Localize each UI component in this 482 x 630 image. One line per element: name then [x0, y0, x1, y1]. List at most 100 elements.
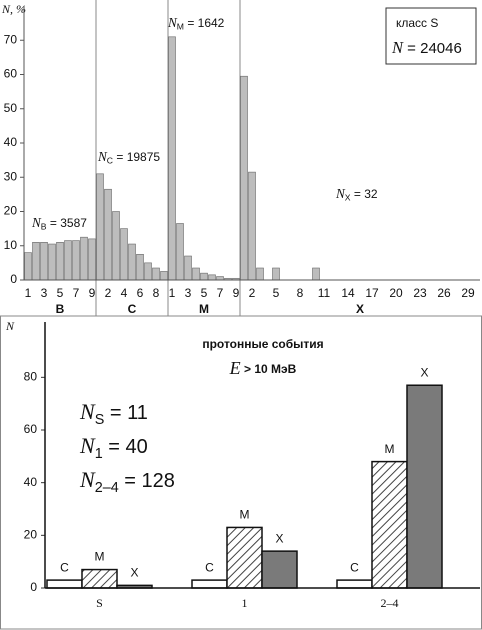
bar — [160, 271, 168, 281]
y-tick-label: 10 — [4, 238, 18, 252]
bar — [152, 267, 160, 281]
symbol: N — [335, 186, 346, 201]
info-total: N = 24046 — [391, 38, 462, 57]
group-label: B — [56, 302, 65, 316]
y-tick-label: 60 — [4, 67, 18, 81]
x-tick-label: 11 — [318, 286, 331, 300]
y-axis-label: N, % — [1, 2, 26, 16]
group-label: M — [199, 302, 209, 316]
bar — [208, 274, 216, 281]
annotation: NB = 3587 — [31, 215, 87, 232]
text: = 128 — [119, 470, 175, 492]
bar — [226, 526, 263, 589]
bar — [191, 579, 228, 589]
text: = 32 — [351, 187, 378, 201]
y-tick-label: 40 — [24, 475, 38, 489]
series-label: X — [420, 365, 428, 379]
bar — [168, 36, 176, 281]
text: = 40 — [103, 436, 148, 458]
bar — [192, 267, 200, 281]
y-tick-label: 0 — [10, 272, 17, 286]
series-label: X — [130, 566, 138, 580]
x-tick-label: 17 — [365, 286, 379, 300]
series-label: M — [95, 550, 105, 564]
subscript: B — [41, 222, 47, 232]
bar — [72, 240, 80, 281]
text: = 3587 — [47, 216, 88, 230]
bar — [136, 254, 144, 281]
x-tick-label: 29 — [461, 286, 475, 300]
x-tick-label: 23 — [413, 286, 427, 300]
x-tick-label: 3 — [41, 286, 48, 300]
bar — [272, 267, 280, 281]
x-tick-label: 2 — [249, 286, 256, 300]
bar — [40, 242, 48, 281]
bar — [371, 460, 408, 589]
series-label: M — [385, 442, 395, 456]
bar — [96, 173, 104, 281]
x-tick-label: 9 — [89, 286, 96, 300]
text: = 24046 — [403, 40, 462, 57]
x-tick-label: 9 — [233, 286, 240, 300]
x-tick-label: 3 — [185, 286, 192, 300]
x-tick-label: 5 — [273, 286, 280, 300]
symbol: N — [31, 215, 42, 230]
bar — [81, 568, 118, 589]
annotation: NX = 32 — [335, 186, 378, 203]
group-label: X — [356, 302, 364, 316]
bar — [56, 242, 64, 281]
x-tick-label: 2 — [105, 286, 112, 300]
bar — [336, 579, 373, 589]
x-tick-label: 20 — [389, 286, 403, 300]
x-tick-label: 1 — [242, 596, 248, 610]
series-label: C — [350, 560, 359, 574]
y-tick-label: 30 — [4, 169, 18, 183]
text: = 19875 — [113, 150, 160, 164]
bar — [104, 188, 112, 281]
text: > 10 МэВ — [241, 362, 297, 376]
chart-subtitle: E > 10 МэВ — [229, 358, 297, 378]
y-tick-label: 60 — [24, 422, 38, 436]
x-tick-label: S — [96, 596, 103, 610]
bar — [248, 171, 256, 281]
bar — [112, 211, 120, 281]
y-tick-label: 70 — [4, 32, 18, 46]
symbol: N — [79, 399, 96, 424]
bar — [176, 223, 184, 281]
bar — [24, 252, 32, 281]
bar — [312, 267, 320, 281]
bar — [46, 579, 83, 589]
bar — [80, 236, 88, 281]
symbol: N — [79, 467, 96, 492]
x-tick-label: 8 — [153, 286, 160, 300]
info-line: класс S — [396, 16, 438, 30]
bar — [128, 243, 136, 281]
info-box — [385, 7, 477, 65]
series-label: M — [240, 508, 250, 522]
y-tick-label: 80 — [24, 370, 38, 384]
bar — [144, 262, 152, 281]
bar — [88, 238, 96, 281]
annotation: N2–4 = 128 — [79, 467, 175, 496]
x-tick-label: 8 — [297, 286, 304, 300]
annotation: NC = 19875 — [97, 149, 160, 166]
bar — [256, 267, 264, 281]
series-label: C — [60, 560, 69, 574]
bar — [216, 276, 224, 281]
bar — [261, 550, 298, 589]
y-tick-label: 20 — [24, 528, 38, 542]
x-tick-label: 6 — [137, 286, 144, 300]
x-tick-label: 4 — [121, 286, 128, 300]
annotation: NS = 11 — [79, 399, 148, 428]
bar — [120, 228, 128, 281]
x-tick-label: 1 — [25, 286, 32, 300]
symbol: N — [391, 38, 404, 57]
bar — [48, 243, 56, 281]
series-label: X — [275, 531, 283, 545]
x-tick-label: 2–4 — [381, 596, 399, 610]
bar — [406, 384, 443, 589]
x-tick-label: 5 — [201, 286, 208, 300]
annotation: N1 = 40 — [79, 433, 148, 462]
subscript: 1 — [95, 446, 103, 462]
